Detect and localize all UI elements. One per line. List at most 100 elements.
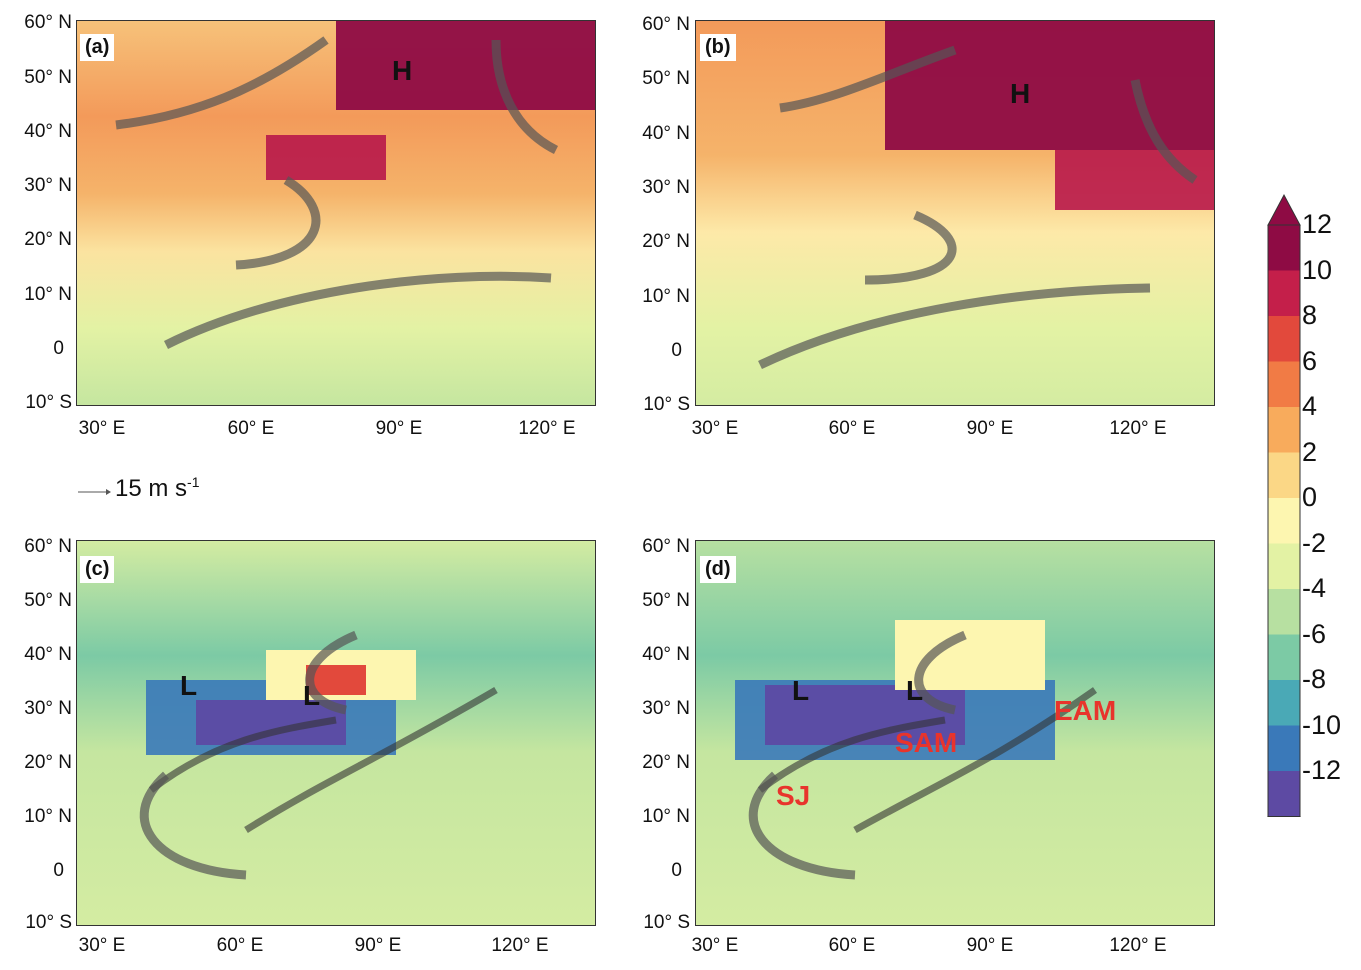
colorbar-segment (1268, 225, 1300, 271)
map-c-svg (76, 540, 596, 926)
colorbar-tick-label: -4 (1302, 573, 1327, 603)
lat-tick-d-10n: 10° N (642, 806, 690, 827)
high-pressure-label-b: H (1010, 78, 1031, 109)
annotation-sj: SJ (776, 780, 811, 811)
panel-label-c: (c) (80, 556, 115, 583)
colorbar-tick-label: 0 (1302, 482, 1318, 512)
lat-tick-d-20n: 20° N (642, 752, 690, 773)
panel-label-a: (a) (80, 34, 115, 61)
colorbar-segment (1268, 316, 1300, 362)
lon-tick-b-120e: 120° E (1109, 418, 1167, 439)
lon-tick-d-60e: 60° E (828, 935, 876, 956)
colorbar-top-arrow (1267, 193, 1301, 226)
lat-tick-a-40n: 40° N (24, 121, 72, 142)
lon-tick-c-30e: 30° E (78, 935, 126, 956)
lon-tick-c-120e: 120° E (491, 935, 549, 956)
map-panel-d (695, 540, 1215, 926)
lat-tick-b-10n: 10° N (642, 286, 690, 307)
lat-tick-b-40n: 40° N (642, 123, 690, 144)
map-b-svg (695, 20, 1215, 406)
lat-tick-d-50n: 50° N (642, 590, 690, 611)
colorbar-tick-label: -12 (1302, 755, 1342, 785)
low-pressure-label-c-2: L (303, 680, 321, 711)
lon-tick-b-30e: 30° E (691, 418, 739, 439)
lon-tick-d-120e: 120° E (1109, 935, 1167, 956)
lat-tick-b-60n: 60° N (642, 14, 690, 35)
low-pressure-label-d-2: L (906, 675, 924, 706)
lat-tick-a-0: 0 (53, 338, 64, 359)
colorbar-segment (1268, 361, 1300, 407)
lat-tick-b-50n: 50° N (642, 68, 690, 89)
colorbar-tick-label: 8 (1302, 300, 1318, 330)
lat-tick-d-40n: 40° N (642, 644, 690, 665)
colorbar-tick-label: 10 (1302, 254, 1333, 285)
lat-tick-b-10s: 10° S (643, 394, 690, 415)
map-panel-a (76, 20, 596, 406)
lat-tick-a-10s: 10° S (25, 392, 72, 413)
lat-tick-c-10n: 10° N (24, 806, 72, 827)
panel-label-d: (d) (700, 556, 736, 583)
colorbar (1267, 193, 1301, 817)
lat-tick-c-60n: 60° N (24, 536, 72, 557)
lat-tick-d-0: 0 (671, 860, 682, 881)
lat-tick-b-30n: 30° N (642, 177, 690, 198)
lat-tick-c-10s: 10° S (25, 912, 72, 933)
colorbar-tick-label: 2 (1302, 436, 1318, 467)
colorbar-segment (1268, 634, 1300, 680)
colorbar-segment (1268, 270, 1300, 316)
colorbar-segment (1268, 498, 1300, 544)
map-d-svg (695, 540, 1215, 926)
colorbar-tick-label: -10 (1302, 709, 1342, 740)
annotation-eam: EAM (1054, 695, 1117, 726)
map-a-svg (76, 20, 596, 406)
colorbar-segment (1268, 452, 1300, 498)
low-pressure-label-c-1: L (180, 670, 198, 701)
colorbar-tick-label: -6 (1302, 618, 1327, 649)
annotation-sam: SAM (895, 727, 958, 758)
lon-tick-d-30e: 30° E (691, 935, 739, 956)
colorbar-segment (1268, 771, 1300, 817)
lat-tick-a-20n: 20° N (24, 229, 72, 250)
lat-tick-d-10s: 10° S (643, 912, 690, 933)
colorbar-tick-label: -2 (1302, 527, 1327, 558)
lon-tick-c-90e: 90° E (354, 935, 402, 956)
lat-tick-a-10n: 10° N (24, 284, 72, 305)
colorbar-segment (1268, 543, 1300, 589)
lat-tick-a-60n: 60° N (24, 12, 72, 33)
reference-vector-value: 15 (115, 475, 142, 502)
lat-tick-d-60n: 60° N (642, 536, 690, 557)
map-panel-c (76, 540, 596, 926)
lat-tick-c-30n: 30° N (24, 698, 72, 719)
lon-tick-b-60e: 60° E (828, 418, 876, 439)
lat-tick-a-50n: 50° N (24, 67, 72, 88)
lat-tick-c-50n: 50° N (24, 590, 72, 611)
reference-vector-unit: m s (148, 475, 188, 502)
colorbar-tick-label: -8 (1302, 664, 1327, 694)
lat-tick-b-0: 0 (671, 340, 682, 361)
colorbar-segment (1268, 589, 1300, 635)
colorbar-segment (1268, 407, 1300, 453)
colorbar-tick-label: 6 (1302, 345, 1318, 376)
reference-vector-label: 15 m s-1 (115, 474, 200, 503)
lon-tick-a-30e: 30° E (78, 418, 126, 439)
map-panel-b (695, 20, 1215, 406)
lat-tick-c-0: 0 (53, 860, 64, 881)
reference-vector-exponent: -1 (187, 474, 200, 490)
lon-tick-a-120e: 120° E (518, 418, 576, 439)
lat-tick-c-40n: 40° N (24, 644, 72, 665)
high-pressure-label-a: H (392, 55, 413, 86)
lon-tick-d-90e: 90° E (966, 935, 1014, 956)
colorbar-tick-label: 4 (1302, 391, 1318, 421)
lat-tick-c-20n: 20° N (24, 752, 72, 773)
low-pressure-label-d-1: L (792, 675, 810, 706)
lon-tick-c-60e: 60° E (216, 935, 264, 956)
panel-label-b: (b) (700, 34, 736, 61)
lat-tick-a-30n: 30° N (24, 175, 72, 196)
lon-tick-a-90e: 90° E (375, 418, 423, 439)
lon-tick-a-60e: 60° E (227, 418, 275, 439)
lon-tick-b-90e: 90° E (966, 418, 1014, 439)
colorbar-segment (1268, 680, 1300, 726)
lat-tick-b-20n: 20° N (642, 231, 690, 252)
colorbar-segment (1268, 725, 1300, 771)
reference-vector-arrow (78, 489, 111, 495)
